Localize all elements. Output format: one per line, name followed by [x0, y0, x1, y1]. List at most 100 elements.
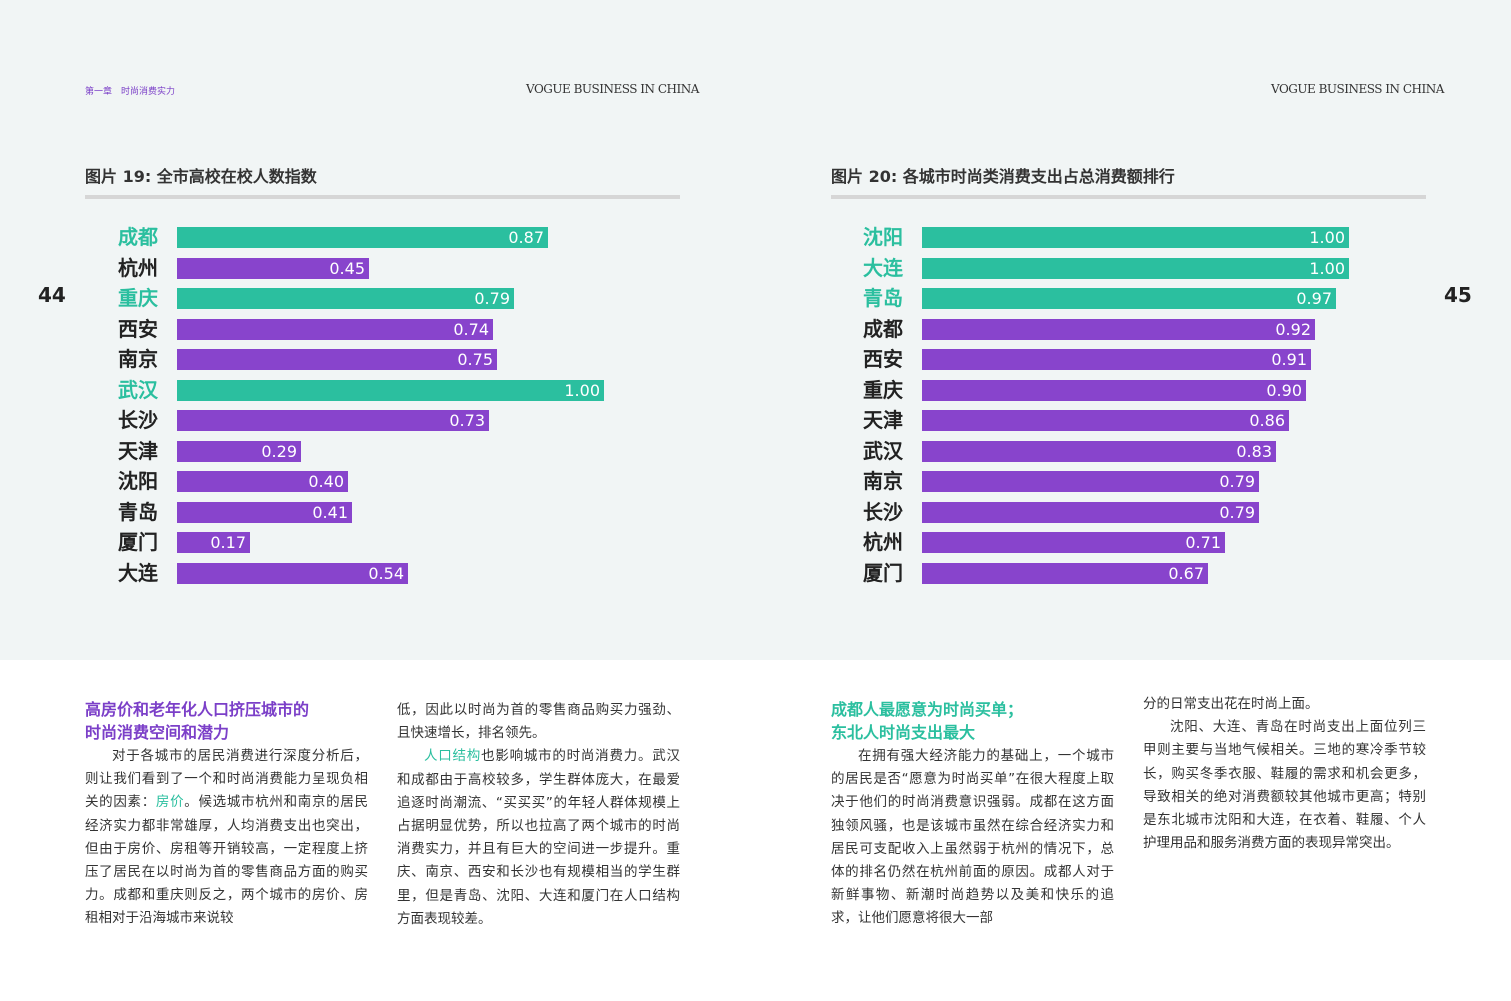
bar: [177, 288, 514, 309]
category-label: 西安: [118, 316, 158, 341]
data-label: 0.54: [368, 563, 404, 583]
right-section-heading: 成都人最愿意为时尚买单； 东北人时尚支出最大: [831, 698, 1023, 744]
category-label: 长沙: [118, 408, 158, 432]
left-section-heading: 高房价和老年化人口挤压城市的 时尚消费空间和潜力: [85, 698, 309, 744]
data-label: 0.41: [312, 502, 348, 522]
category-label: 大连: [118, 560, 158, 585]
data-label: 0.71: [1185, 533, 1221, 552]
bar: [177, 257, 369, 279]
bar: [922, 288, 1336, 309]
right-col2-paragraph-2: 沈阳、大连、青岛在时尚支出上面位列三甲则主要与当地气候相关。三地的寒冷季节较长，…: [1143, 719, 1426, 852]
data-label: 0.86: [1249, 411, 1285, 430]
category-label: 青岛: [863, 286, 903, 310]
category-label: 西安: [863, 347, 903, 371]
left-heading-line1: 高房价和老年化人口挤压城市的: [85, 700, 310, 719]
data-label: 0.17: [210, 533, 246, 552]
category-label: 长沙: [863, 499, 903, 524]
bar: [922, 440, 1276, 462]
category-label: 天津: [118, 438, 158, 463]
right-heading-line2: 东北人时尚支出最大: [831, 723, 976, 742]
bar: [922, 532, 1225, 553]
figure-19-title: 图片 19: 全市高校在校人数指数: [85, 167, 317, 186]
left-col1-paragraph: 对于各城市的居民消费进行深度分析后，则让我们看到了一个和时尚消费能力呈现负相关的…: [85, 745, 368, 931]
figure-19-rule: [85, 195, 680, 199]
left-col2-paragraph-1: 低，因此以时尚为首的零售商品购买力强劲、且快速增长，排名领先。: [397, 702, 680, 742]
right-column-1: 在拥有强大经济能力的基础上，一个城市的居民是否“愿意为时尚买单”在很大程度上取决…: [831, 745, 1114, 931]
category-label: 青岛: [118, 499, 158, 524]
bar: [177, 532, 250, 553]
bar: [177, 318, 493, 340]
brand-logo-left: VOGUE BUSINESS IN CHINA: [526, 82, 699, 96]
bar: [922, 227, 1349, 248]
figure-20-rule: [831, 195, 1426, 199]
bar: [922, 471, 1259, 492]
data-label: 0.79: [1219, 472, 1255, 491]
data-label: 0.40: [308, 472, 344, 491]
category-label: 武汉: [118, 377, 158, 402]
category-label: 沈阳: [118, 469, 158, 493]
data-label: 0.79: [474, 289, 510, 308]
data-label: 0.97: [1296, 289, 1332, 308]
bar: [177, 227, 548, 248]
data-label: 1.00: [564, 380, 600, 400]
data-label: 0.73: [449, 411, 485, 430]
highlight-term: 人口结构: [424, 748, 482, 765]
category-label: 厦门: [863, 560, 903, 585]
right-heading-line1: 成都人最愿意为时尚买单；: [831, 700, 1024, 719]
category-label: 杭州: [863, 530, 903, 554]
data-label: 0.83: [1236, 441, 1272, 461]
category-label: 厦门: [118, 530, 158, 554]
figure-20-title: 图片 20: 各城市时尚类消费支出占总消费额排行: [831, 167, 1175, 186]
bar: [922, 318, 1315, 340]
bar: [922, 379, 1306, 401]
category-label: 重庆: [863, 377, 903, 402]
page-number-left: 44: [38, 283, 66, 307]
bar: [922, 349, 1311, 370]
category-label: 重庆: [118, 286, 158, 310]
data-label: 0.91: [1271, 350, 1307, 369]
bar: [177, 440, 301, 462]
data-label: 0.90: [1266, 380, 1302, 400]
right-column-2: 分的日常支出花在时尚上面。 沈阳、大连、青岛在时尚支出上面位列三甲则主要与当地气…: [1143, 693, 1426, 855]
left-heading-line2: 时尚消费空间和潜力: [85, 723, 230, 742]
page-number-right: 45: [1444, 283, 1472, 307]
data-label: 0.75: [457, 350, 493, 369]
bar: [922, 410, 1289, 431]
bar: [177, 349, 497, 370]
brand-logo-right: VOGUE BUSINESS IN CHINA: [1271, 82, 1444, 96]
data-label: 0.79: [1219, 502, 1255, 522]
category-label: 大连: [863, 255, 903, 280]
text-segment: 也影响城市的时尚消费力。武汉和成都由于高校较多，学生群体庞大，在最爱追逐时尚潮流…: [397, 748, 681, 927]
data-label: 0.87: [508, 228, 544, 247]
bar: [177, 562, 408, 584]
bar: [177, 410, 489, 431]
bar: [922, 257, 1349, 279]
data-label: 0.45: [329, 258, 365, 278]
left-column-2: 低，因此以时尚为首的零售商品购买力强劲、且快速增长，排名领先。 人口结构也影响城…: [397, 699, 680, 931]
data-label: 0.74: [453, 319, 489, 339]
category-label: 成都: [118, 225, 158, 249]
data-label: 1.00: [1309, 228, 1345, 247]
data-label: 0.67: [1168, 563, 1204, 583]
right-col1-paragraph: 在拥有强大经济能力的基础上，一个城市的居民是否“愿意为时尚买单”在很大程度上取决…: [831, 748, 1114, 927]
left-column-1: 对于各城市的居民消费进行深度分析后，则让我们看到了一个和时尚消费能力呈现负相关的…: [85, 745, 368, 931]
data-label: 1.00: [1309, 258, 1345, 278]
bar: [177, 501, 352, 523]
text-segment: 对于各城市的居民消费进行深度分析后，则让我们看到了一个和时尚消费能力呈现负相关的…: [85, 748, 368, 811]
highlight-term: 房价: [155, 794, 185, 811]
text-segment: 。候选城市杭州和南京的居民经济实力都非常雄厚，人均消费支出也突出，但由于房价、房…: [85, 794, 369, 927]
right-col2-paragraph-1: 分的日常支出花在时尚上面。: [1143, 696, 1319, 712]
bar: [922, 562, 1208, 584]
bar: [177, 471, 348, 492]
category-label: 南京: [118, 347, 158, 371]
category-label: 天津: [863, 408, 903, 432]
bar: [177, 379, 604, 401]
bar: [922, 501, 1259, 523]
category-label: 成都: [863, 316, 903, 341]
category-label: 武汉: [863, 438, 903, 463]
left-col2-paragraph-2: 人口结构也影响城市的时尚消费力。武汉和成都由于高校较多，学生群体庞大，在最爱追逐…: [397, 745, 680, 931]
chapter-label: 第一章 时尚消费实力: [85, 87, 176, 97]
category-label: 南京: [863, 469, 903, 493]
category-label: 杭州: [118, 255, 158, 280]
data-label: 0.92: [1275, 319, 1311, 339]
